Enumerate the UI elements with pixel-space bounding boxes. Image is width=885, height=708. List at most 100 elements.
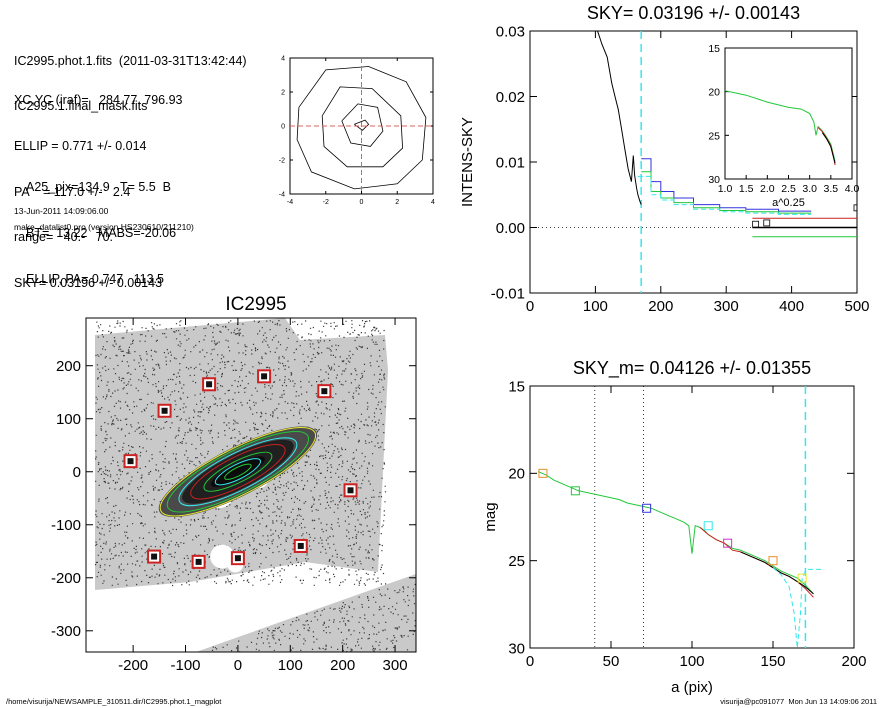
x-tick-label: 200 xyxy=(841,653,866,670)
isophote-ellipse xyxy=(159,426,317,517)
sky-marker xyxy=(853,204,857,212)
x-tick-label: 4 xyxy=(431,199,435,206)
y-tick-label: -100 xyxy=(51,517,81,534)
inset-x-tick-label: 4.0 xyxy=(845,183,860,195)
y-tick-label: 0.00 xyxy=(496,220,525,237)
x-tick-label: 0 xyxy=(526,298,534,315)
mag-plot-title: SKY_m= 0.04126 +/- 0.01355 xyxy=(573,358,811,379)
mag-marker xyxy=(768,556,778,566)
inset-x-tick-label: 3.5 xyxy=(824,183,839,195)
mag-series-line xyxy=(772,567,822,648)
info-line: SKY= 0.03196 +/- 0.00143 xyxy=(14,275,163,290)
mag-marker xyxy=(703,521,713,531)
info-block-b: XC,YC (iraf)= 284.77, 796.93 ELLIP = 0.7… xyxy=(14,63,183,306)
y-tick-label: 100 xyxy=(56,411,81,428)
x-tick-label: -4 xyxy=(287,199,293,206)
inset-x-tick-label: 2.0 xyxy=(760,183,775,195)
contour-line xyxy=(341,103,384,147)
inset-frame xyxy=(724,47,853,180)
contour-line xyxy=(354,119,370,131)
x-tick-label: 100 xyxy=(583,298,608,315)
inset-xlabel: a^0.25 xyxy=(772,197,805,209)
masked-star xyxy=(151,553,158,560)
sky-plot: 0 100 200 300 400 500 -0.01 0.00 0.01 0.02 0.03 SKY… xyxy=(459,3,870,315)
sky-plot-ylabel: INTENS-SKY xyxy=(459,117,476,207)
inset-y-tick-label: 25 xyxy=(708,130,720,142)
sky-series-line xyxy=(637,175,812,215)
masked-star xyxy=(347,487,354,494)
y-tick-label: 0.03 xyxy=(496,23,525,40)
sky-marker xyxy=(763,219,771,227)
x-tick-label: -2 xyxy=(323,199,329,206)
y-tick-label: 15 xyxy=(508,378,525,395)
x-tick-label: -100 xyxy=(171,657,201,674)
masked-star xyxy=(234,555,241,562)
inset-x-tick-label: 2.5 xyxy=(781,183,796,195)
y-tick-label: 0.01 xyxy=(496,154,525,171)
sky-series-line xyxy=(641,158,812,212)
galaxy-body xyxy=(158,426,318,518)
inset-x-tick-label: 3.0 xyxy=(802,183,817,195)
isophote-ellipse xyxy=(224,463,252,480)
isophote-ellipse xyxy=(190,444,286,500)
sky-plot-title: SKY= 0.03196 +/- 0.00143 xyxy=(587,3,800,23)
x-tick-label: 100 xyxy=(278,657,303,674)
x-tick-label: 200 xyxy=(330,657,355,674)
masked-star xyxy=(206,381,213,388)
y-tick-label: 4 xyxy=(281,55,285,62)
y-tick-label: 0 xyxy=(281,123,285,130)
info-line: IC2995.1.final_mask.fits xyxy=(14,99,148,113)
info-line: PA = 117.0 +/- 2.4 xyxy=(14,184,131,199)
info-line: ELLIP, PA= 0.747 113.5 xyxy=(26,271,164,286)
inset-x-tick-label: 1.0 xyxy=(718,183,733,195)
inset-y-tick-label: 30 xyxy=(708,174,720,186)
info-line: IC2995.phot.1.fits (2011-03-31T13:42:44) xyxy=(14,54,247,68)
isophote-ellipse xyxy=(203,451,273,492)
y-tick-label: -200 xyxy=(51,570,81,587)
footer-path: /home/visurija/NEWSAMPLE_310511.dir/IC29… xyxy=(6,697,222,706)
y-tick-label: 0.02 xyxy=(496,89,525,106)
x-tick-label: 300 xyxy=(383,657,408,674)
inset-series-line xyxy=(725,90,836,162)
x-tick-label: 50 xyxy=(603,653,620,670)
y-tick-label: -300 xyxy=(51,623,81,640)
y-tick-label: -0.01 xyxy=(491,285,525,302)
mag-marker xyxy=(538,468,548,478)
mag-marker xyxy=(797,573,807,583)
galaxy-image-plot: -200 -100 0 100 200 300 -300 -200 -100 0 100 200 IC2… xyxy=(51,294,417,674)
mag-series-line xyxy=(740,551,814,595)
x-tick-label: 2 xyxy=(395,199,399,206)
inset-series-line xyxy=(821,132,836,164)
x-tick-label: -200 xyxy=(118,657,148,674)
x-tick-label: 500 xyxy=(844,298,869,315)
plot-frame xyxy=(85,317,417,653)
info-line: range= 40.- 70. xyxy=(14,230,114,245)
mag-series-line xyxy=(537,471,814,595)
y-tick-label: 0 xyxy=(73,464,81,481)
mag-plot-ylabel: mag xyxy=(482,502,499,531)
mag-marker xyxy=(723,538,733,548)
info-line: A25_pix=134.9 T= 5.5 B xyxy=(26,180,172,195)
contour-line xyxy=(296,66,427,190)
y-tick-label: 2 xyxy=(281,89,285,96)
contour-plot: -4 -2 0 2 4 -4 -2 0 2 4 xyxy=(279,55,435,206)
isophote-ellipse xyxy=(166,430,310,513)
x-tick-label: 0 xyxy=(360,199,364,206)
masked-star xyxy=(161,407,168,414)
x-tick-label: 200 xyxy=(648,298,673,315)
masked-star xyxy=(195,558,202,565)
info-line: ELLIP = 0.771 +/- 0.014 xyxy=(14,139,147,154)
y-tick-label: -4 xyxy=(279,191,285,198)
program-name: make_datalist0.pro (version HS230610/211… xyxy=(14,222,194,232)
masked-star xyxy=(297,542,304,549)
isophote-ellipse xyxy=(178,437,298,507)
x-tick-label: 100 xyxy=(679,653,704,670)
x-tick-label: 150 xyxy=(760,653,785,670)
y-tick-label: 30 xyxy=(508,640,525,657)
image-region-lower xyxy=(196,574,416,652)
x-tick-label: 0 xyxy=(234,657,242,674)
sky-noise xyxy=(95,320,416,652)
mag-marker xyxy=(642,503,652,513)
galaxy-title: IC2995 xyxy=(225,294,286,315)
info-block-c: A25_pix=134.9 T= 5.5 B BT= 13.22 MABS=-2… xyxy=(26,150,176,302)
